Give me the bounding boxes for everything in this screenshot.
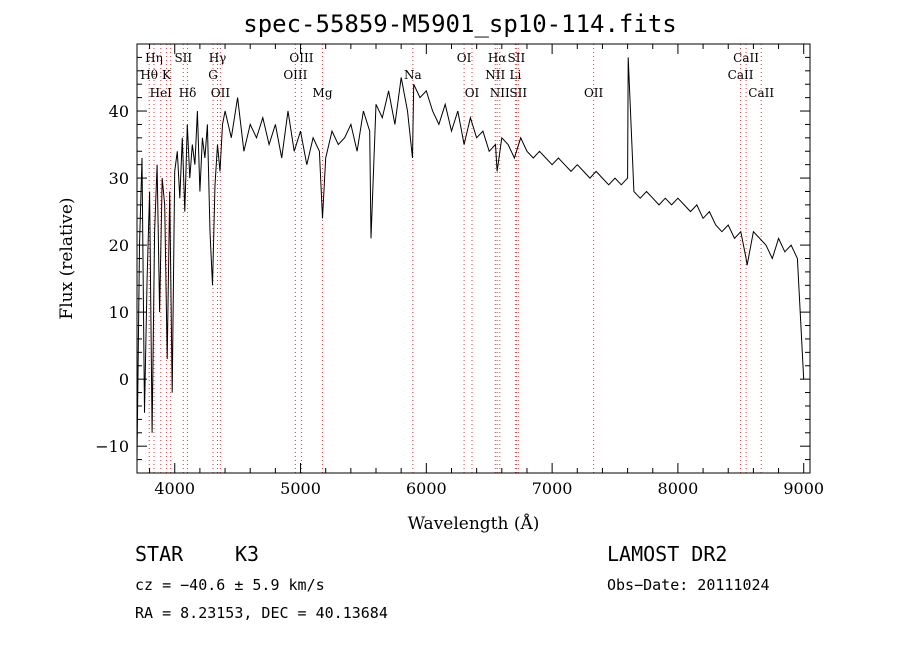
spectral-line-label: OII [584,86,604,100]
y-tick-label: 0 [119,370,129,389]
spectral-line-label: OIII [283,68,307,82]
spectrum-line [136,57,805,460]
coordinates-readout: RA = 8.23153, DEC = 40.13684 [135,604,388,622]
spectral-line-label: Mg [313,86,333,100]
y-tick-label: −10 [95,437,129,456]
y-tick-label: 10 [109,303,129,322]
spectral-line-label: CaII [733,51,759,65]
spectral-line-label: Li [509,68,521,82]
spectral-line-label: CaII [748,86,774,100]
x-tick-label: 8000 [658,479,699,498]
x-tick-label: 9000 [783,479,824,498]
chart-title: spec-55859-M5901_sp10-114.fits [243,10,677,38]
spectral-line-label: Hα [488,51,507,65]
object-subclass: K3 [235,542,260,566]
y-tick-label: 20 [109,236,129,255]
x-axis-label: Wavelength (Å) [408,513,540,534]
x-tick-label: 7000 [532,479,573,498]
redshift-readout: cz = −40.6 ± 5.9 km/s [135,576,325,594]
obs-date-readout: Obs−Date: 20111024 [607,576,770,594]
spectral-line-label: OII [211,86,231,100]
x-tick-label: 6000 [406,479,447,498]
spectral-line-label: Hθ [140,68,158,82]
y-axis-label: Flux (relative) [57,197,77,319]
y-tick-label: 40 [109,102,129,121]
spectral-line-label: NII [490,86,510,100]
spectral-line-label: SII [508,51,526,65]
spectral-line-label: Hδ [179,86,197,100]
spectral-line-label: OI [457,51,472,65]
spectral-line-label: SII [509,86,527,100]
survey-label: LAMOST DR2 [607,542,728,566]
object-class: STAR [135,542,184,566]
spectral-line-label: CaII [728,68,754,82]
spectral-line-label: G [208,68,218,82]
spectral-line-label: HeI [150,86,173,100]
x-tick-label: 4000 [154,479,195,498]
spectral-line-label: SII [174,51,192,65]
spectral-line-label: NII [485,68,505,82]
spectral-line-label: K [162,68,172,82]
spectral-line-label: Hγ [209,51,227,65]
spectral-line-label: OI [465,86,480,100]
spectral-line-label: Hη [145,51,163,65]
y-tick-label: 30 [109,169,129,188]
plot-frame [136,43,811,474]
spectral-line-label: Na [404,68,422,82]
spectral-line-label: OIII [289,51,313,65]
x-tick-label: 5000 [280,479,321,498]
